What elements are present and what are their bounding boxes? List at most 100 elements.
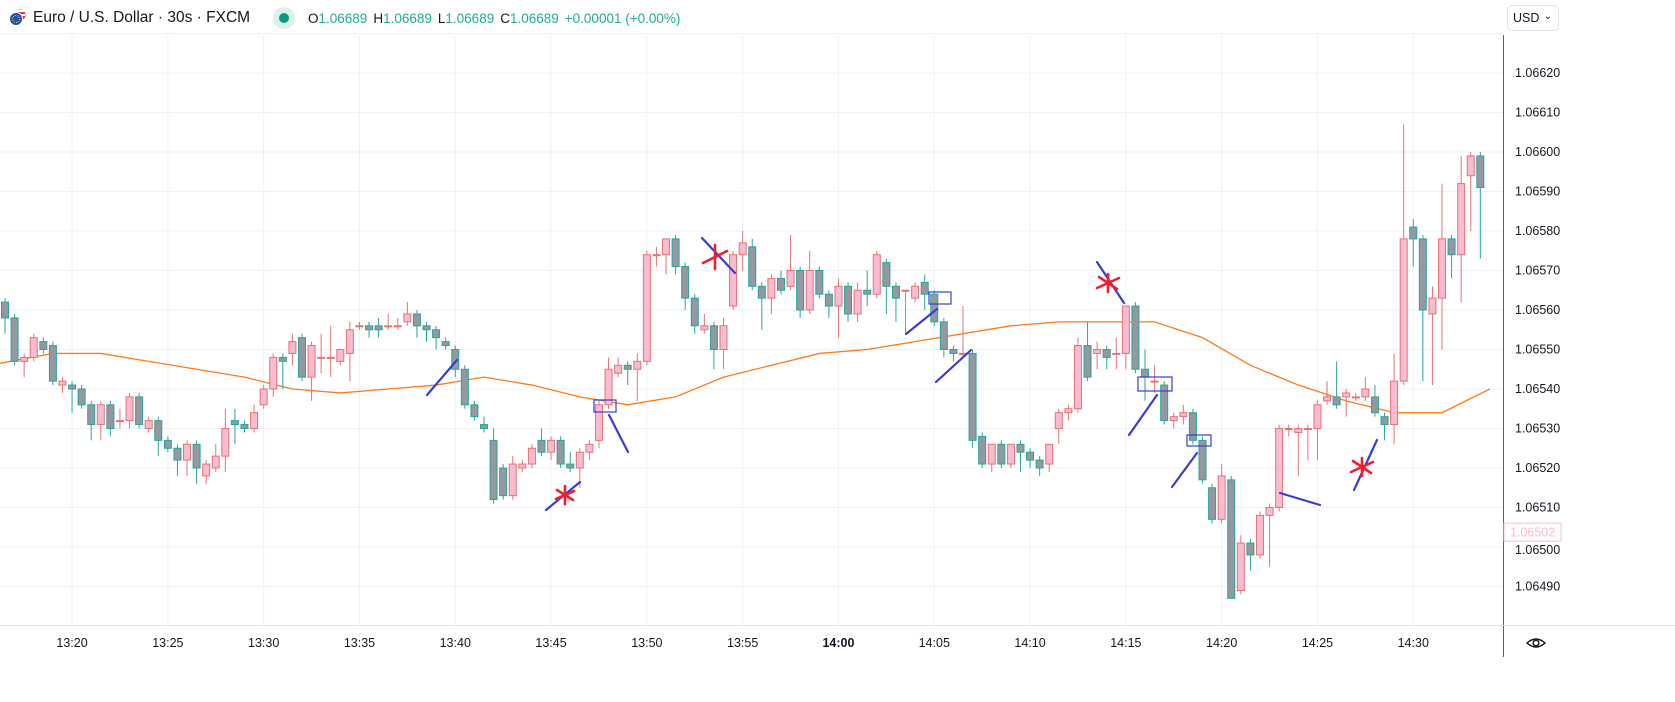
candle-body [39,341,48,351]
candle-body [623,364,632,370]
rectangle-drawing[interactable] [928,291,952,305]
candle-body [221,428,230,457]
candle-body [872,254,881,295]
candle-bullish [1054,408,1063,445]
candle-bullish [1275,424,1284,512]
rectangle-drawing[interactable] [1186,434,1212,447]
candle-bullish [1428,286,1437,386]
eye-icon[interactable] [1525,633,1547,653]
eur-usd-flag-icon [9,9,26,26]
candle-bearish [10,313,19,366]
candle-bullish [805,250,814,314]
candle-body [853,289,862,315]
cross-mark[interactable] [1095,272,1121,294]
candle-body [1390,380,1399,426]
candle-bearish [776,270,785,295]
candle-bullish [1294,424,1303,476]
candle-body [729,254,738,307]
candle-body [432,329,441,339]
candle-body [930,293,939,323]
candle-bearish [978,432,987,468]
candle-bearish [1227,475,1236,599]
candle-bullish [96,400,105,441]
candle-bullish [633,353,642,401]
candle-body [1255,514,1264,556]
trend-line[interactable] [934,348,973,384]
candle-body [374,325,383,331]
candle-bullish [1150,365,1159,393]
currency-select[interactable]: USD ⌄ [1507,5,1559,31]
candle-bearish [48,341,57,386]
candle-bearish [39,337,48,354]
symbol-title[interactable]: Euro / U.S. Dollar · 30s · FXCM [33,9,251,26]
candle-body [1332,396,1341,406]
candle-bearish [1160,381,1169,425]
candle-bearish [882,258,891,314]
candle-bullish [1323,381,1332,405]
candle-body [767,277,776,299]
trend-line[interactable] [1127,393,1159,437]
candle-body [269,356,278,390]
candle-body [1093,349,1102,354]
candle-bullish [729,250,738,310]
trend-line[interactable] [1278,491,1322,507]
candle-body [652,254,661,257]
y-tick-label: 1.06580 [1515,224,1560,238]
candle-body [173,447,182,461]
candle-bullish [901,289,910,334]
drawings[interactable] [425,236,1379,512]
candle-body [681,266,690,299]
candle-body [58,380,67,386]
market-status-dot-icon[interactable] [273,7,295,29]
y-tick-label: 1.06490 [1515,580,1560,594]
candle-bearish [460,365,469,409]
trend-line[interactable] [425,358,459,397]
candle-bearish [709,321,718,370]
trend-line[interactable] [1170,451,1199,489]
cross-mark[interactable] [701,243,729,271]
candle-bullish [125,392,134,429]
trend-line[interactable] [904,307,939,336]
cross-mark[interactable] [554,484,576,506]
candle-body [135,396,144,426]
candle-bearish [1418,234,1427,382]
candle-bearish [192,440,201,484]
candle-body [240,424,249,429]
candle-body [1457,183,1466,256]
candle-bullish [1399,124,1408,386]
rectangle-drawing[interactable] [593,399,617,413]
candle-bullish [987,443,996,472]
candle-body [403,313,412,323]
candle-bullish [652,246,661,267]
candle-body [163,439,172,449]
trend-line[interactable] [607,413,630,454]
candle-bullish [738,231,747,271]
candle-body [968,352,977,441]
candle-bullish [1121,305,1130,370]
candle-body [997,443,1006,465]
candle-bullish [345,321,354,382]
candle-body [748,246,757,287]
candle-bullish [1466,152,1475,231]
candle-bullish [115,408,124,429]
candle-bearish [757,282,766,330]
candle-bearish [1188,408,1197,445]
x-tick-label: 13:45 [535,636,566,650]
candle-bearish [1476,152,1485,259]
candle-body [891,285,900,299]
cross-mark[interactable] [1349,456,1375,478]
candle-body [690,297,699,327]
candle-bearish [815,266,824,299]
x-tick-label: 14:05 [919,636,950,650]
candle-body [144,420,153,430]
candle-bullish [1457,155,1466,303]
candle-bullish [1217,464,1226,524]
candle-body [719,325,728,350]
rectangle-drawing[interactable] [1137,376,1173,392]
candle-bearish [106,400,115,437]
candle-bullish [719,317,728,370]
candle-bullish [1303,424,1312,461]
moving-average-line [0,321,1491,414]
x-tick-label: 13:25 [152,636,183,650]
